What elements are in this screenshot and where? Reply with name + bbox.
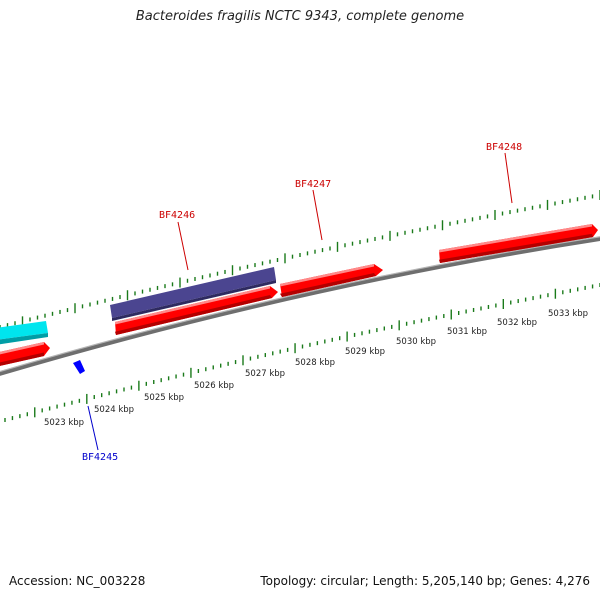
- gene-block-bf4246-shade: [112, 280, 276, 321]
- accession-text: Accession: NC_003228: [9, 574, 146, 588]
- scale-label: 5026 kbp: [194, 381, 234, 391]
- gene-label-bf4248[interactable]: BF4248: [486, 142, 522, 153]
- scale-label: 5030 kbp: [396, 337, 436, 347]
- inner-tick-track: [4, 283, 600, 422]
- cds-arrow-shade: [115, 295, 272, 335]
- cds-features: [0, 224, 598, 366]
- cds-feature-bf4245: [73, 360, 85, 374]
- leader-line-bf4245: [87, 405, 99, 451]
- scale-label: 5024 kbp: [94, 405, 134, 415]
- scale-label: 5029 kbp: [345, 347, 385, 357]
- gene-label-bf4246[interactable]: BF4246: [159, 210, 195, 221]
- leader-line-bf4247: [312, 189, 323, 241]
- cyan-feature-shade: [0, 333, 48, 345]
- cds-arrow-shade: [280, 273, 376, 297]
- scale-label: 5032 kbp: [497, 318, 537, 328]
- leader-line-bf4246: [177, 221, 189, 271]
- scale-label: 5033 kbp: [548, 309, 588, 319]
- gene-label-bf4245[interactable]: BF4245: [82, 452, 118, 463]
- genome-backbone: [0, 236, 600, 376]
- cds-arrow-highlight: [0, 342, 44, 355]
- scale-label: 5031 kbp: [447, 327, 487, 337]
- cds-arrow-shade: [439, 233, 593, 263]
- scale-labels: 5023 kbp 5024 kbp 5025 kbp 5026 kbp 5027 kbp…: [44, 309, 588, 428]
- leader-line-bf4248: [504, 152, 513, 204]
- gene-label-bf4247[interactable]: BF4247: [295, 179, 331, 190]
- scale-label: 5025 kbp: [144, 393, 184, 403]
- cds-arrow-shade: [0, 352, 44, 366]
- map-title: Bacteroides fragilis NCTC 9343, complete…: [135, 9, 465, 24]
- scale-label: 5028 kbp: [295, 358, 335, 368]
- scale-label: 5027 kbp: [245, 369, 285, 379]
- gene-block-bf4246: [110, 267, 276, 318]
- cds-arrow-highlight: [280, 264, 374, 287]
- genome-summary-text: Topology: circular; Length: 5,205,140 bp…: [260, 574, 590, 588]
- cds-arrow-highlight: [439, 224, 592, 253]
- cds-arrow-highlight: [115, 286, 270, 325]
- scale-label: 5023 kbp: [44, 418, 84, 428]
- outer-tick-track: [0, 190, 600, 329]
- cyan-feature: [0, 321, 48, 340]
- genome-backbone-highlight: [0, 236, 600, 373]
